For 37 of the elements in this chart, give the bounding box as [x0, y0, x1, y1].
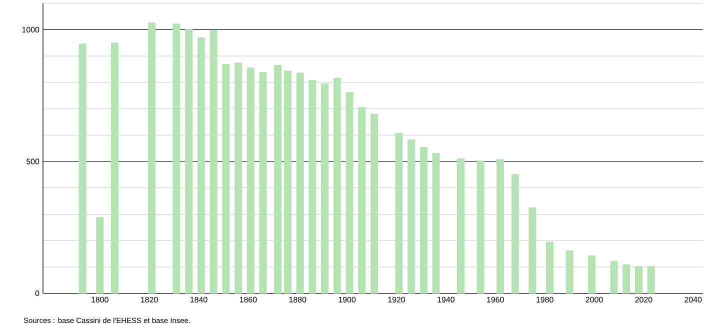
bar — [78, 43, 86, 294]
bar — [634, 266, 642, 294]
bar — [546, 241, 554, 294]
bar — [148, 22, 156, 294]
bar — [528, 207, 536, 294]
bar — [333, 78, 341, 294]
bar — [296, 72, 304, 294]
bar — [420, 146, 428, 294]
bar — [408, 139, 416, 294]
bar — [234, 62, 242, 294]
bar — [511, 174, 519, 294]
bar — [476, 160, 484, 294]
bar — [197, 37, 205, 294]
bar — [566, 250, 574, 294]
bar — [246, 67, 254, 294]
bar — [185, 29, 193, 294]
bar — [210, 30, 218, 294]
bar — [110, 42, 118, 294]
bar — [172, 23, 180, 294]
bar — [588, 255, 596, 294]
bar — [259, 72, 267, 294]
bar — [432, 152, 440, 294]
bar — [358, 107, 366, 294]
bar — [284, 70, 292, 294]
bar — [96, 216, 104, 294]
bar — [308, 80, 316, 294]
bar — [496, 158, 504, 294]
bar — [346, 92, 354, 294]
bar — [222, 64, 230, 294]
bar — [370, 114, 378, 294]
bar — [395, 132, 403, 294]
bar — [321, 83, 329, 294]
bar — [622, 264, 630, 294]
bar — [647, 266, 655, 294]
bar — [274, 64, 282, 294]
bar — [457, 158, 465, 294]
bar — [610, 260, 618, 294]
